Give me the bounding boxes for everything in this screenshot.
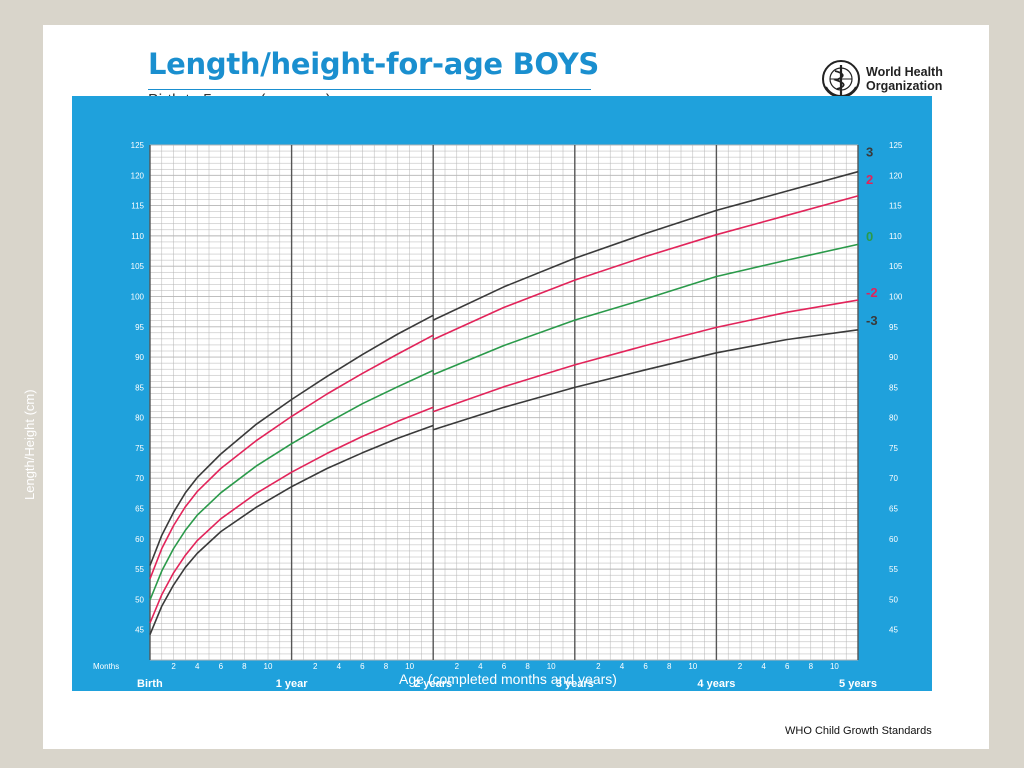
x-axis-label: Age (completed months and years) [399, 671, 617, 687]
year-label: Birth [137, 678, 163, 690]
y-tick-label-right: 90 [889, 353, 898, 362]
month-tick-label: 10 [688, 662, 697, 671]
curve-z-2-height [432, 299, 859, 413]
y-tick-label-left: 95 [135, 323, 144, 332]
curve-label-z3: 3 [866, 145, 873, 160]
month-tick-label: 10 [405, 662, 414, 671]
month-tick-label: 8 [809, 662, 814, 671]
month-tick-label: 8 [667, 662, 672, 671]
month-tick-label: 10 [264, 662, 273, 671]
y-tick-label-right: 75 [889, 444, 898, 453]
curve-z-2-length [149, 406, 434, 624]
month-tick-label: 6 [360, 662, 365, 671]
y-tick-label-left: 60 [135, 535, 144, 544]
curve-label-z-3: -3 [866, 313, 878, 328]
y-tick-label-right: 70 [889, 474, 898, 483]
month-tick-label: 2 [313, 662, 318, 671]
month-tick-label: 4 [761, 662, 766, 671]
curve-z-3-length [149, 424, 434, 635]
y-tick-label-right: 95 [889, 323, 898, 332]
month-tick-label: 8 [242, 662, 247, 671]
y-tick-label-left: 125 [131, 141, 145, 150]
y-tick-label-right: 125 [889, 141, 903, 150]
y-tick-label-left: 50 [135, 595, 144, 604]
month-tick-label: 2 [455, 662, 460, 671]
year-label: 2 years [414, 678, 452, 690]
y-tick-label-right: 105 [889, 262, 903, 271]
y-tick-label-left: 120 [131, 171, 145, 180]
months-label: Months [93, 662, 119, 671]
title-underline [148, 89, 591, 90]
page-title: Length/height-for-age BOYS [148, 47, 599, 81]
y-tick-label-left: 80 [135, 414, 144, 423]
month-tick-label: 4 [337, 662, 342, 671]
curve-label-z-2: -2 [866, 285, 878, 300]
who-emblem-icon [822, 60, 860, 98]
who-logo-text: World Health Organization [866, 65, 943, 93]
y-tick-label-left: 70 [135, 474, 144, 483]
y-tick-label-right: 80 [889, 414, 898, 423]
month-tick-label: 6 [785, 662, 790, 671]
curve-z2-height [432, 195, 859, 341]
y-tick-label-right: 65 [889, 505, 898, 514]
curve-z0-length [149, 369, 434, 601]
year-label: 1 year [276, 678, 309, 690]
y-axis-label: Length/Height (cm) [22, 389, 37, 500]
month-tick-label: 10 [830, 662, 839, 671]
month-tick-label: 6 [643, 662, 648, 671]
month-tick-label: 6 [502, 662, 507, 671]
curve-z-3-height [432, 329, 859, 431]
y-tick-label-right: 85 [889, 383, 898, 392]
y-tick-label-left: 45 [135, 626, 144, 635]
month-tick-label: 2 [596, 662, 601, 671]
month-tick-label: 4 [620, 662, 625, 671]
y-tick-label-left: 90 [135, 353, 144, 362]
month-tick-label: 2 [171, 662, 176, 671]
y-tick-label-left: 85 [135, 383, 144, 392]
month-tick-label: 4 [195, 662, 200, 671]
y-tick-label-left: 115 [131, 202, 144, 211]
y-tick-label-right: 60 [889, 535, 898, 544]
curve-label-z2: 2 [866, 172, 873, 187]
year-label: 3 years [556, 678, 594, 690]
y-tick-label-right: 100 [889, 292, 903, 301]
year-label: 5 years [839, 678, 877, 690]
curve-z3-height [432, 170, 859, 321]
month-tick-label: 6 [219, 662, 224, 671]
footer-source: WHO Child Growth Standards [785, 725, 932, 737]
month-tick-label: 8 [525, 662, 530, 671]
month-tick-label: 8 [384, 662, 389, 671]
curve-z3-length [149, 314, 434, 566]
y-tick-label-right: 55 [889, 565, 898, 574]
y-tick-label-left: 110 [131, 232, 144, 241]
y-tick-label-left: 100 [131, 292, 145, 301]
y-tick-label-right: 50 [889, 595, 898, 604]
curve-label-z0: 0 [866, 229, 873, 244]
y-tick-label-left: 75 [135, 444, 144, 453]
y-tick-label-left: 55 [135, 565, 144, 574]
x-axis-label-row: Age (completed months and years) [0, 671, 1024, 687]
y-tick-label-right: 110 [889, 232, 902, 241]
month-tick-label: 4 [478, 662, 483, 671]
y-tick-label-left: 65 [135, 505, 144, 514]
y-tick-label-right: 120 [889, 171, 903, 180]
curve-z0-height [432, 243, 859, 376]
who-logo: World Health Organization [821, 59, 943, 99]
year-label: 4 years [697, 678, 735, 690]
month-tick-label: 10 [547, 662, 556, 671]
curve-z2-length [149, 334, 434, 580]
y-tick-label-left: 105 [131, 262, 145, 271]
y-tick-label-right: 115 [889, 202, 902, 211]
month-tick-label: 2 [738, 662, 743, 671]
y-tick-label-right: 45 [889, 626, 898, 635]
